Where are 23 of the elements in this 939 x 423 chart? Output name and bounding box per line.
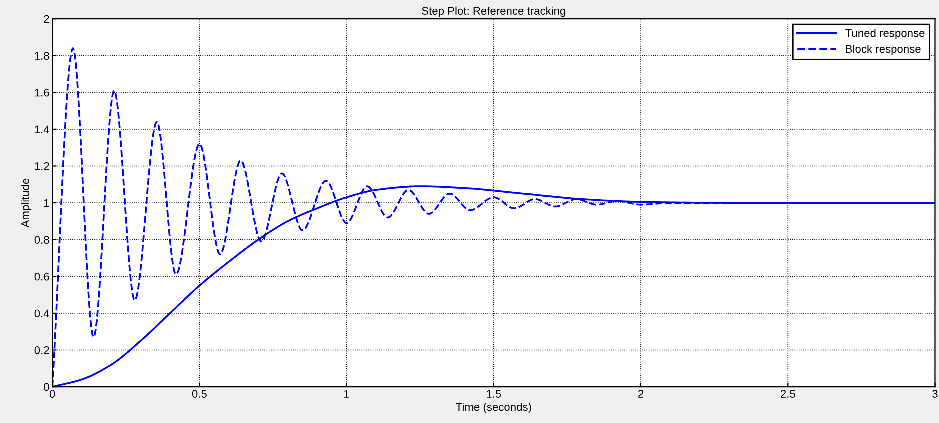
x-tick-label: 0 bbox=[50, 390, 56, 398]
y-tick-label: 0.6 bbox=[34, 272, 50, 281]
y-tick-label: 1.8 bbox=[35, 52, 50, 60]
y-tick-label: 0.2 bbox=[34, 346, 50, 354]
x-tick-label: 0.5 bbox=[192, 390, 207, 398]
y-tick-label: 0.8 bbox=[34, 236, 50, 244]
y-tick-label: 1.4 bbox=[35, 126, 50, 134]
legend-label: Block response bbox=[846, 44, 921, 56]
x-tick-label: 2.5 bbox=[780, 390, 796, 398]
x-tick-label: 3 bbox=[932, 390, 938, 398]
y-tick-label: 2 bbox=[44, 15, 50, 24]
x-tick-label: 1.5 bbox=[487, 390, 502, 398]
y-tick-label: 0.4 bbox=[34, 310, 50, 318]
y-tick-label: 0 bbox=[44, 383, 50, 392]
x-axis-title: Time (seconds) bbox=[456, 402, 532, 414]
y-axis-title: Amplitude bbox=[21, 178, 32, 228]
y-tick-label: 1.6 bbox=[35, 88, 50, 97]
y-tick-label: 1 bbox=[44, 199, 50, 208]
y-tick-label: 1.2 bbox=[35, 162, 50, 170]
chart-title: Step Plot: Reference tracking bbox=[422, 6, 566, 18]
x-tick-label: 1 bbox=[344, 390, 350, 398]
legend-label: Tuned response bbox=[846, 29, 925, 40]
x-tick-label: 2 bbox=[638, 390, 644, 398]
